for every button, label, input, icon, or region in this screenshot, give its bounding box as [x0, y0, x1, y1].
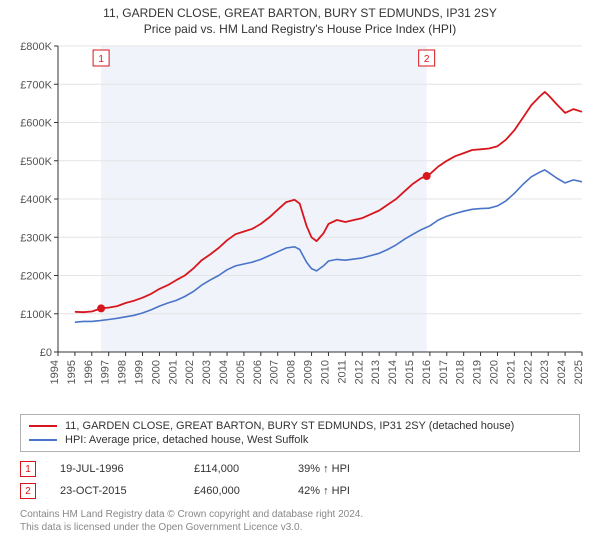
svg-text:£600K: £600K: [20, 118, 52, 130]
figure-root: 11, GARDEN CLOSE, GREAT BARTON, BURY ST …: [0, 0, 600, 534]
svg-text:2004: 2004: [218, 360, 230, 384]
svg-text:1996: 1996: [83, 360, 95, 384]
svg-text:£400K: £400K: [20, 194, 52, 206]
chart-title-address: 11, GARDEN CLOSE, GREAT BARTON, BURY ST …: [8, 6, 592, 20]
svg-text:2021: 2021: [505, 360, 517, 384]
svg-text:£300K: £300K: [20, 232, 52, 244]
sale-event-row: 1 19-JUL-1996 £114,000 39% ↑ HPI: [20, 458, 580, 480]
svg-text:2014: 2014: [387, 360, 399, 384]
title-block: 11, GARDEN CLOSE, GREAT BARTON, BURY ST …: [0, 0, 600, 40]
legend-label: 11, GARDEN CLOSE, GREAT BARTON, BURY ST …: [65, 420, 514, 432]
line-chart-svg: £0 £100K £200K £300K £400K £500K £600K £700K £80…: [10, 40, 590, 410]
copyright-line-1: Contains HM Land Registry data © Crown c…: [20, 508, 580, 521]
legend-label: HPI: Average price, detached house, West…: [65, 434, 308, 446]
svg-text:2009: 2009: [303, 360, 315, 384]
svg-text:2005: 2005: [235, 360, 247, 384]
svg-text:2023: 2023: [539, 360, 551, 384]
svg-text:£100K: £100K: [20, 309, 52, 321]
svg-text:2013: 2013: [370, 360, 382, 384]
svg-text:2018: 2018: [455, 360, 467, 384]
sale-event-badge: 1: [20, 461, 36, 477]
svg-text:1994: 1994: [49, 360, 61, 384]
svg-text:£500K: £500K: [20, 156, 52, 168]
svg-text:2: 2: [424, 54, 430, 65]
svg-text:£200K: £200K: [20, 271, 52, 283]
legend-row: 11, GARDEN CLOSE, GREAT BARTON, BURY ST …: [29, 419, 571, 433]
sale-event-date: 23-OCT-2015: [60, 485, 170, 497]
chart-title-subtitle: Price paid vs. HM Land Registry's House …: [8, 22, 592, 36]
copyright-line-2: This data is licensed under the Open Gov…: [20, 521, 580, 534]
sale-event-date: 19-JUL-1996: [60, 463, 170, 475]
sale-event-hpi-relation: 39% ↑ HPI: [298, 463, 388, 475]
svg-text:2003: 2003: [201, 360, 213, 384]
legend-swatch: [29, 425, 57, 427]
legend-box: 11, GARDEN CLOSE, GREAT BARTON, BURY ST …: [20, 414, 580, 452]
svg-text:2006: 2006: [252, 360, 264, 384]
svg-text:1999: 1999: [134, 360, 146, 384]
svg-text:2008: 2008: [286, 360, 298, 384]
legend-swatch: [29, 439, 57, 441]
svg-text:2007: 2007: [269, 360, 281, 384]
svg-text:2002: 2002: [184, 360, 196, 384]
svg-text:2019: 2019: [472, 360, 484, 384]
copyright-notice: Contains HM Land Registry data © Crown c…: [20, 508, 580, 534]
sale-event-row: 2 23-OCT-2015 £460,000 42% ↑ HPI: [20, 480, 580, 502]
svg-text:1: 1: [98, 54, 104, 65]
svg-text:2010: 2010: [319, 360, 331, 384]
sale-event-price: £460,000: [194, 485, 274, 497]
sale-event-hpi-relation: 42% ↑ HPI: [298, 485, 388, 497]
sale-event-price: £114,000: [194, 463, 274, 475]
svg-text:2000: 2000: [150, 360, 162, 384]
svg-text:1997: 1997: [100, 360, 112, 384]
svg-text:2020: 2020: [488, 360, 500, 384]
svg-text:£800K: £800K: [20, 41, 52, 53]
chart-area: £0 £100K £200K £300K £400K £500K £600K £700K £80…: [10, 40, 590, 410]
sale-events-table: 1 19-JUL-1996 £114,000 39% ↑ HPI 2 23-OCT-201…: [20, 458, 580, 502]
svg-text:2024: 2024: [556, 360, 568, 384]
svg-text:2022: 2022: [522, 360, 534, 384]
svg-text:2011: 2011: [336, 360, 348, 384]
sale-event-badge: 2: [20, 483, 36, 499]
svg-text:2017: 2017: [438, 360, 450, 384]
svg-text:2025: 2025: [573, 360, 585, 384]
svg-text:2001: 2001: [167, 360, 179, 384]
legend-row: HPI: Average price, detached house, West…: [29, 433, 571, 447]
svg-text:£700K: £700K: [20, 79, 52, 91]
svg-text:2016: 2016: [421, 360, 433, 384]
svg-text:1998: 1998: [117, 360, 129, 384]
svg-text:£0: £0: [40, 347, 52, 359]
svg-text:2015: 2015: [404, 360, 416, 384]
svg-text:1995: 1995: [66, 360, 78, 384]
svg-text:2012: 2012: [353, 360, 365, 384]
